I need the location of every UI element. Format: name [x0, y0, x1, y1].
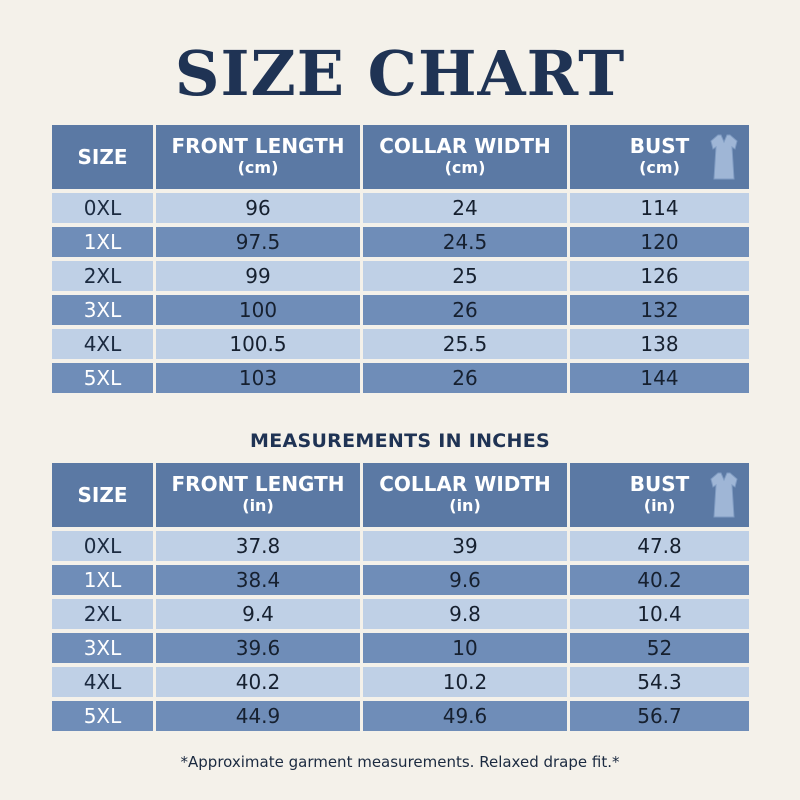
table-row: 3XL 39.6 10 52: [52, 633, 749, 663]
size-cell: 4XL: [52, 667, 156, 697]
size-cell: 5XL: [52, 363, 156, 393]
section-title-inches: MEASUREMENTS IN INCHES: [249, 430, 551, 452]
front-length-cell: 100.5: [156, 329, 363, 359]
header-bust: BUST (cm): [570, 125, 749, 189]
front-length-cell: 37.8: [156, 531, 363, 561]
collar-width-cell: 39: [363, 531, 570, 561]
bust-cell: 120: [570, 227, 749, 257]
front-length-cell: 44.9: [156, 701, 363, 731]
header-collar-width: COLLAR WIDTH (cm): [363, 125, 570, 189]
collar-width-cell: 49.6: [363, 701, 570, 731]
table-row: 5XL 103 26 144: [52, 363, 749, 393]
collar-width-cell: 26: [363, 295, 570, 325]
bust-cell: 132: [570, 295, 749, 325]
front-length-cell: 9.4: [156, 599, 363, 629]
size-cell: 3XL: [52, 295, 156, 325]
size-cell: 4XL: [52, 329, 156, 359]
table-row: 3XL 100 26 132: [52, 295, 749, 325]
front-length-cell: 97.5: [156, 227, 363, 257]
table-row: 0XL 96 24 114: [52, 193, 749, 223]
size-cell: 3XL: [52, 633, 156, 663]
table-header-row: SIZE FRONT LENGTH (in) COLLAR WIDTH (in) B…: [52, 463, 749, 527]
header-front-length: FRONT LENGTH (cm): [156, 125, 363, 189]
bust-cell: 47.8: [570, 531, 749, 561]
front-length-cell: 96: [156, 193, 363, 223]
bust-cell: 52: [570, 633, 749, 663]
size-cell: 1XL: [52, 565, 156, 595]
header-size: SIZE: [52, 125, 156, 189]
table-row: 2XL 9.4 9.8 10.4: [52, 599, 749, 629]
size-cell: 5XL: [52, 701, 156, 731]
collar-width-cell: 24.5: [363, 227, 570, 257]
collar-width-cell: 24: [363, 193, 570, 223]
bust-cell: 56.7: [570, 701, 749, 731]
table-header-row: SIZE FRONT LENGTH (cm) COLLAR WIDTH (cm) B…: [52, 125, 749, 189]
table-row: 2XL 99 25 126: [52, 261, 749, 291]
table-row: 4XL 40.2 10.2 54.3: [52, 667, 749, 697]
size-cell: 2XL: [52, 261, 156, 291]
size-cell: 0XL: [52, 531, 156, 561]
collar-width-cell: 26: [363, 363, 570, 393]
bust-cell: 10.4: [570, 599, 749, 629]
table-row: 1XL 38.4 9.6 40.2: [52, 565, 749, 595]
dress-icon: [710, 134, 738, 180]
collar-width-cell: 25.5: [363, 329, 570, 359]
collar-width-cell: 25: [363, 261, 570, 291]
table-row: 5XL 44.9 49.6 56.7: [52, 701, 749, 731]
collar-width-cell: 9.6: [363, 565, 570, 595]
collar-width-cell: 10: [363, 633, 570, 663]
table-row: 0XL 37.8 39 47.8: [52, 531, 749, 561]
bust-cell: 54.3: [570, 667, 749, 697]
front-length-cell: 39.6: [156, 633, 363, 663]
size-cell: 2XL: [52, 599, 156, 629]
front-length-cell: 99: [156, 261, 363, 291]
size-table-inches: SIZE FRONT LENGTH (in) COLLAR WIDTH (in) B…: [52, 459, 749, 735]
bust-cell: 126: [570, 261, 749, 291]
front-length-cell: 100: [156, 295, 363, 325]
size-table-cm: SIZE FRONT LENGTH (cm) COLLAR WIDTH (cm) B…: [52, 121, 749, 397]
bust-cell: 138: [570, 329, 749, 359]
size-cell: 0XL: [52, 193, 156, 223]
header-front-length: FRONT LENGTH (in): [156, 463, 363, 527]
front-length-cell: 38.4: [156, 565, 363, 595]
table-row: 4XL 100.5 25.5 138: [52, 329, 749, 359]
table-row: 1XL 97.5 24.5 120: [52, 227, 749, 257]
bust-cell: 40.2: [570, 565, 749, 595]
header-size: SIZE: [52, 463, 156, 527]
page-title: SIZE CHART: [174, 37, 626, 110]
bust-cell: 114: [570, 193, 749, 223]
header-bust: BUST (in): [570, 463, 749, 527]
front-length-cell: 103: [156, 363, 363, 393]
size-cell: 1XL: [52, 227, 156, 257]
front-length-cell: 40.2: [156, 667, 363, 697]
footnote: *Approximate garment measurements. Relax…: [180, 753, 620, 771]
collar-width-cell: 10.2: [363, 667, 570, 697]
collar-width-cell: 9.8: [363, 599, 570, 629]
dress-icon: [710, 472, 738, 518]
bust-cell: 144: [570, 363, 749, 393]
header-collar-width: COLLAR WIDTH (in): [363, 463, 570, 527]
